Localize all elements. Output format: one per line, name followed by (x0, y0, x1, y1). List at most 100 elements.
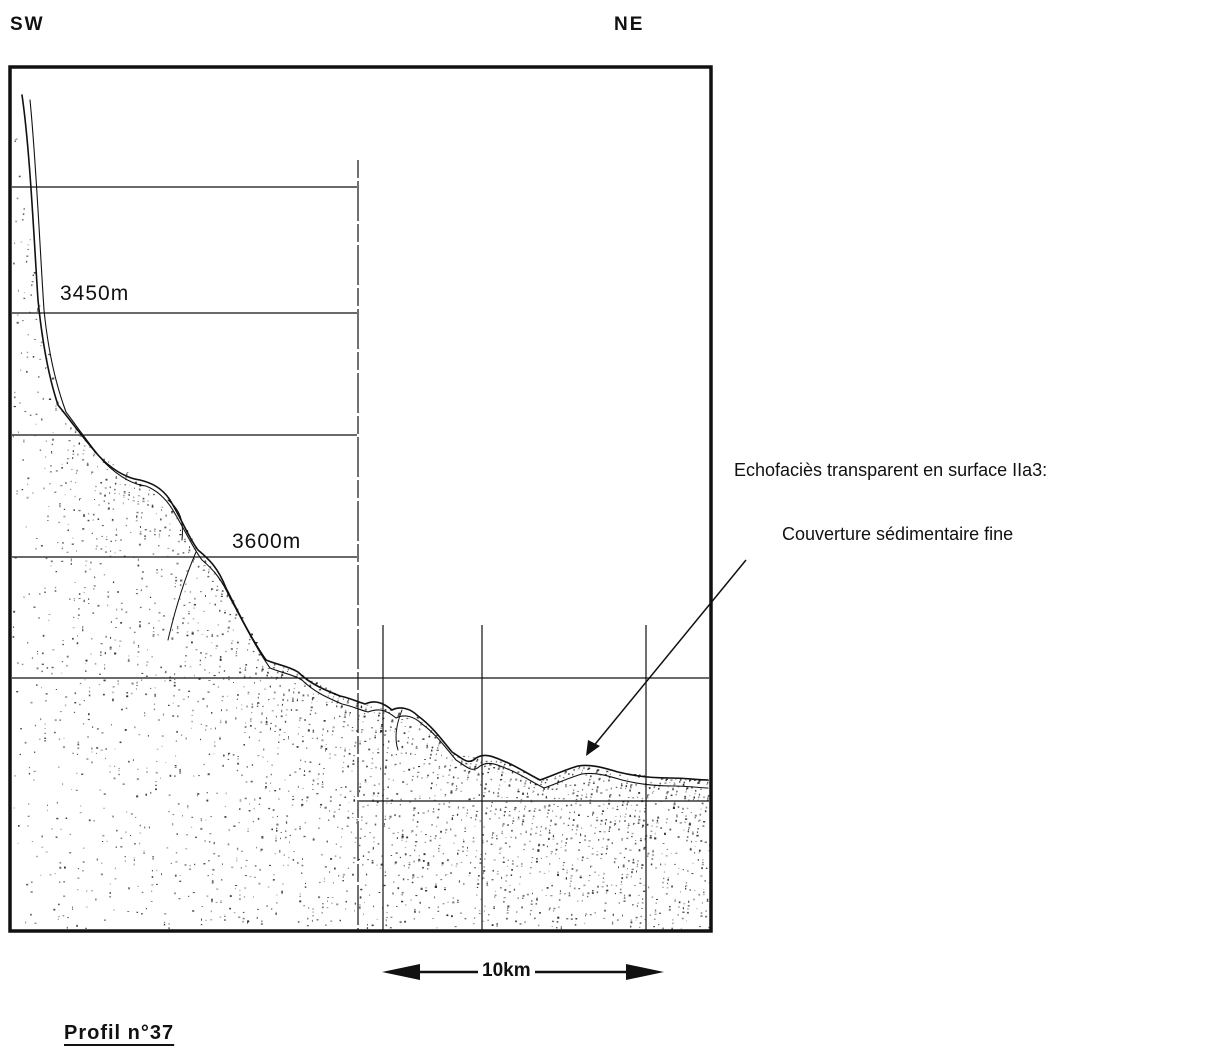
stipple-dot (287, 864, 289, 866)
stipple-dot (666, 792, 668, 794)
stipple-dot (208, 568, 210, 571)
stipple-dot (581, 856, 584, 859)
stipple-dot (168, 794, 171, 796)
stipple-dot (44, 591, 46, 593)
stipple-dot (131, 682, 134, 685)
stipple-dot (552, 920, 554, 923)
stipple-dot (250, 720, 252, 722)
stipple-dot (254, 727, 256, 730)
stipple-dot (504, 811, 506, 813)
stipple-dot (703, 889, 705, 890)
stipple-dot (416, 716, 420, 719)
stipple-dot (247, 693, 250, 695)
stipple-dot (249, 875, 252, 878)
stipple-dot (400, 722, 403, 723)
stipple-dot (84, 570, 87, 573)
stipple-dot (399, 921, 402, 923)
stipple-dot (288, 688, 290, 691)
stipple-dot (175, 755, 177, 757)
stipple-dot (418, 858, 421, 861)
stipple-dot (94, 576, 96, 579)
stipple-dot (384, 766, 387, 769)
stipple-dot (133, 863, 135, 866)
stipple-dot (622, 864, 625, 866)
stipple-dot (28, 772, 31, 775)
stipple-dot (361, 819, 363, 821)
stipple-dot (522, 792, 524, 794)
stipple-dot (361, 816, 363, 818)
stipple-dot (644, 785, 646, 787)
stipple-dot (382, 717, 385, 720)
stipple-dot (23, 439, 25, 442)
stipple-dot (154, 534, 156, 536)
stipple-dot (696, 908, 698, 910)
stipple-dot (369, 894, 371, 896)
stipple-dot (603, 917, 606, 919)
stipple-dot (398, 712, 400, 714)
stipple-dot (707, 799, 709, 801)
stipple-dot (113, 500, 115, 501)
stipple-dot (112, 691, 114, 694)
stipple-dot (495, 760, 498, 763)
stipple-dot (386, 797, 389, 800)
stipple-dot (33, 770, 36, 773)
stipple-dot (121, 708, 123, 711)
stipple-dot (134, 843, 136, 845)
stipple-dot (565, 877, 567, 879)
stipple-dot (461, 819, 462, 821)
stipple-dot (236, 642, 239, 644)
stipple-dot (65, 817, 68, 819)
stipple-dot (263, 748, 265, 751)
stipple-dot (603, 803, 605, 805)
stipple-dot (398, 713, 400, 715)
stipple-dot (243, 744, 245, 746)
stipple-dot (83, 515, 86, 517)
stipple-dot (429, 757, 431, 759)
stipple-dot (532, 790, 535, 792)
stipple-dot (404, 920, 406, 923)
stipple-dot (485, 761, 488, 763)
stipple-dot (119, 550, 122, 552)
stipple-dot (372, 795, 374, 797)
stipple-dot (219, 659, 222, 661)
stipple-dot (384, 875, 387, 877)
stipple-dot (120, 608, 123, 611)
stipple-dot (86, 890, 88, 892)
stipple-dot (672, 919, 674, 921)
stipple-dot (394, 765, 396, 767)
stipple-dot (494, 896, 496, 898)
stipple-dot (605, 822, 606, 824)
stipple-dot (227, 758, 230, 760)
stipple-dot (491, 805, 492, 807)
stipple-dot (443, 802, 445, 805)
stipple-dot (377, 752, 380, 754)
stipple-dot (501, 876, 503, 879)
stipple-dot (134, 726, 136, 729)
stipple-dot (342, 770, 344, 773)
stipple-dot (472, 804, 475, 807)
stipple-dot (192, 892, 195, 894)
stipple-dot (151, 884, 154, 886)
stipple-dot (147, 500, 149, 502)
stipple-dot (189, 591, 192, 593)
stipple-dot (641, 801, 644, 803)
stipple-dot (193, 775, 195, 777)
stipple-dot (614, 820, 616, 822)
stipple-dot (652, 819, 654, 822)
stipple-dot (87, 718, 90, 721)
stipple-dot (576, 795, 579, 796)
stipple-dot (507, 824, 509, 826)
stipple-dot (13, 610, 16, 613)
stipple-dot (398, 815, 401, 818)
stipple-dot (364, 740, 367, 742)
stipple-dot (507, 859, 509, 861)
stipple-dot (391, 719, 394, 721)
stipple-dot (255, 641, 258, 643)
stipple-dot (530, 903, 533, 905)
stipple-dot (524, 921, 526, 923)
stipple-dot (276, 823, 279, 825)
stipple-dot (188, 895, 190, 897)
stipple-dot (246, 705, 248, 708)
stipple-dot (394, 814, 396, 817)
stipple-dot (200, 827, 203, 830)
